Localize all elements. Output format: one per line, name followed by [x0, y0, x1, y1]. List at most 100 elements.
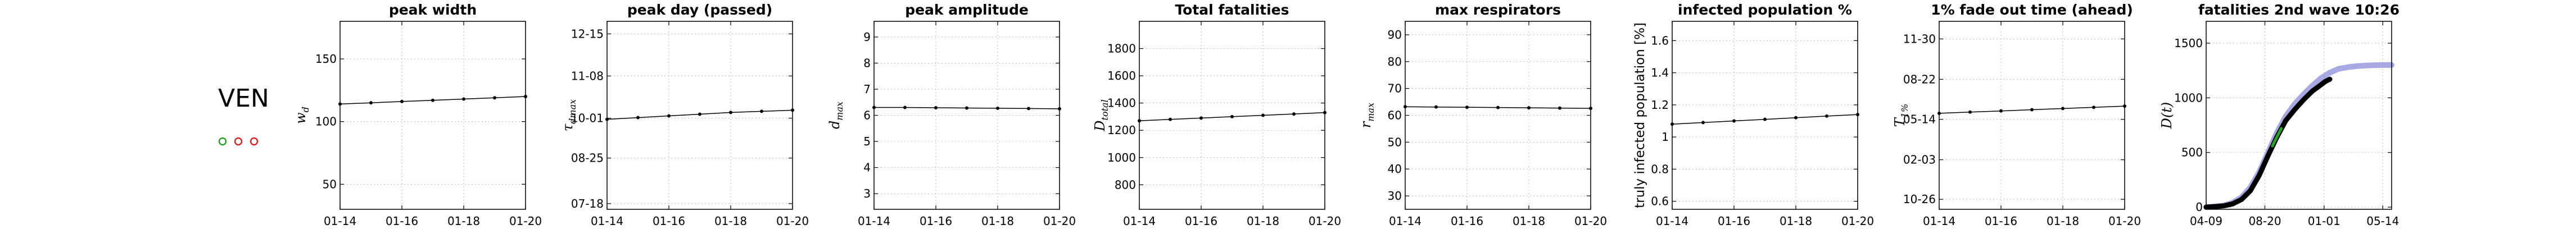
chart-panel-7: 10-26 02-03 05-14 08-22 11-30 01-14 01-16 01-18… [1892, 2, 2141, 228]
x-tick-label: 01-01 [2308, 214, 2340, 228]
chart-panel-1: 50 100 150 01-14 01-16 01-18 01-20 peak width wd [293, 2, 542, 228]
y-tick-label: 1600 [1107, 69, 1136, 82]
y-axis-label: truly infected population [%] [1633, 22, 1647, 208]
y-axis-label: T1% [1892, 104, 1910, 127]
y-tick-label: 9 [863, 30, 871, 44]
x-tick-label: 01-14 [1656, 214, 1688, 228]
x-tick-label: 01-14 [1923, 214, 1955, 228]
data-point [667, 114, 671, 118]
y-tick-label: 150 [315, 52, 337, 66]
y-tick-label: 3 [863, 187, 871, 200]
status-marker [234, 137, 243, 146]
y-tick-label: 1400 [1107, 97, 1136, 110]
data-point [1794, 116, 1798, 120]
data-point [493, 96, 496, 100]
y-tick-label: 10-01 [571, 112, 604, 125]
x-tick-label: 08-20 [2248, 214, 2281, 228]
data-point [1027, 107, 1030, 111]
country-code: VEN [218, 84, 269, 113]
y-tick-label: 08-25 [571, 152, 604, 165]
x-tick-label: 01-18 [2047, 214, 2079, 228]
x-tick-label: 01-20 [1043, 214, 1076, 228]
data-point [965, 106, 968, 110]
y-tick-label: 60 [1388, 109, 1402, 122]
y-tick-label: 11-08 [571, 69, 604, 82]
y-tick-label: 10-26 [1903, 192, 1936, 206]
chart-panel-6: 0.6 0.8 1 1.2 1.4 1.6 01-14 01-16 01-18 01-20 infe… [1633, 2, 1874, 228]
y-tick-label: 50 [323, 177, 337, 191]
plot-frame [339, 21, 526, 210]
plot-frame [1139, 21, 1325, 210]
x-tick-label: 01-20 [1574, 214, 1607, 228]
data-point [462, 97, 465, 101]
series-recent [2271, 127, 2283, 148]
data-point [1732, 119, 1736, 123]
x-tick-label: 01-20 [2108, 214, 2141, 228]
data-point [729, 111, 732, 114]
y-axis-label: wd [293, 107, 311, 124]
data-point [636, 116, 640, 120]
data-point [1261, 113, 1265, 117]
x-tick-label: 01-20 [1841, 214, 1874, 228]
data-point [1701, 121, 1705, 125]
chart-title: fatalities 2nd wave 10:26 [2198, 2, 2400, 18]
x-tick-label: 01-16 [386, 214, 418, 228]
y-tick-label: 1800 [1107, 42, 1136, 56]
data-point [400, 99, 404, 103]
chart-panel-3: 3 4 5 6 7 8 9 01-14 01-16 01-18 01-20 peak amplitud… [827, 2, 1076, 228]
x-tick-label: 01-18 [981, 214, 1014, 228]
data-point [1763, 117, 1767, 121]
y-tick-label: 0 [2195, 200, 2203, 214]
chart-title: 1% fade out time (ahead) [1931, 2, 2133, 18]
data-point [1999, 109, 2003, 113]
y-tick-label: 11-30 [1903, 32, 1936, 45]
x-tick-label: 05-14 [2366, 214, 2399, 228]
data-point [1968, 110, 1972, 114]
data-point [1496, 105, 1500, 109]
y-tick-label: 08-22 [1903, 72, 1936, 86]
x-tick-label: 04-09 [2190, 214, 2222, 228]
data-point [431, 98, 434, 102]
status-marker [218, 137, 227, 146]
data-point [1434, 105, 1438, 109]
x-tick-label: 01-20 [509, 214, 542, 228]
plot-frame [1672, 21, 1858, 210]
y-tick-label: 500 [2181, 146, 2203, 159]
x-tick-label: 01-16 [1985, 214, 2017, 228]
data-point [1527, 106, 1531, 110]
status-markers [218, 137, 259, 146]
x-tick-label: 01-18 [714, 214, 747, 228]
data-point [996, 106, 999, 110]
chart-title: max respirators [1435, 2, 1561, 18]
data-point [698, 112, 701, 116]
y-tick-label: 02-03 [1903, 153, 1936, 167]
y-tick-label: 1.4 [1651, 66, 1669, 80]
x-tick-label: 01-18 [1247, 214, 1279, 228]
data-point [903, 105, 907, 109]
y-tick-label: 0.8 [1651, 162, 1669, 176]
x-tick-label: 01-16 [1451, 214, 1483, 228]
country-panel: VEN [0, 0, 315, 234]
y-tick-label: 8 [863, 56, 871, 70]
y-tick-label: 4 [863, 161, 871, 175]
x-tick-label: 01-14 [324, 214, 356, 228]
x-tick-label: 01-16 [920, 214, 952, 228]
x-tick-label: 01-18 [1513, 214, 1545, 228]
data-point [2092, 105, 2095, 109]
chart-title: peak amplitude [905, 2, 1029, 18]
y-tick-label: 70 [1388, 82, 1402, 95]
y-axis-label: rmax [1358, 103, 1376, 128]
y-axis-label: τdmax [560, 99, 578, 131]
y-axis-label: Dtotal [1092, 99, 1110, 131]
y-tick-label: 05-14 [1903, 113, 1936, 126]
data-point [760, 109, 763, 113]
y-tick-label: 0.6 [1651, 195, 1669, 208]
data-point [1465, 105, 1469, 109]
chart-panel-4: 800 1000 1200 1400 1600 1800 01-14 01-16 01-18 01… [1092, 2, 1341, 228]
y-tick-label: 100 [315, 115, 337, 129]
y-tick-label: 50 [1388, 135, 1402, 149]
y-tick-label: 6 [863, 109, 871, 122]
y-tick-label: 1.2 [1651, 98, 1669, 112]
x-tick-label: 01-14 [591, 214, 623, 228]
